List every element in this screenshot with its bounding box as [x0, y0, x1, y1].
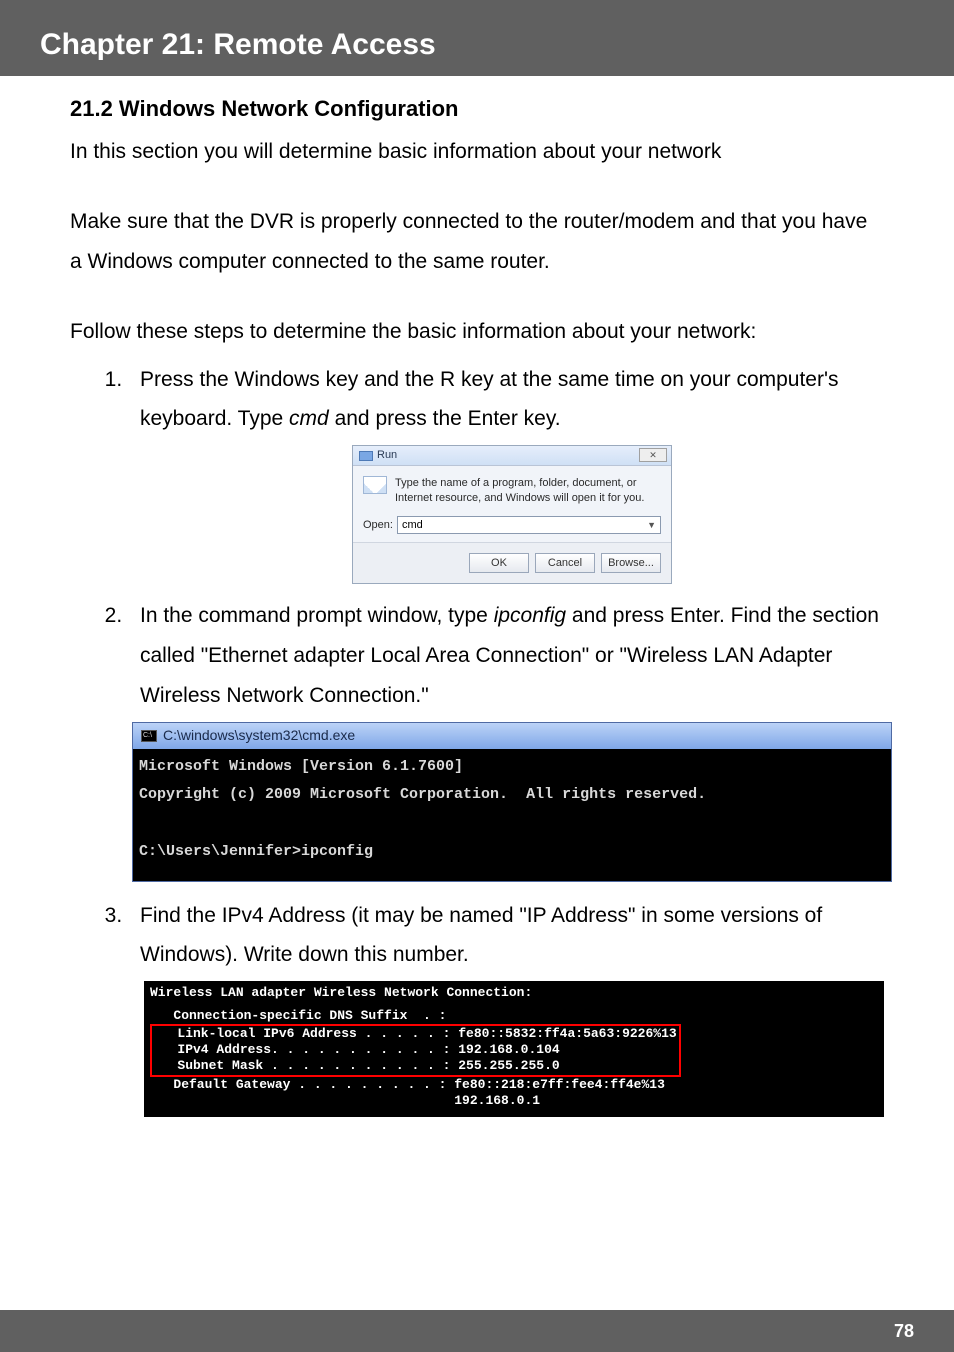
cmd-window-icon: C:\	[141, 730, 157, 742]
step-2: In the command prompt window, type ipcon…	[128, 596, 884, 882]
page-number: 78	[894, 1321, 914, 1342]
cancel-button[interactable]: Cancel	[535, 553, 595, 573]
step-2-cmd: ipconfig	[494, 604, 566, 627]
run-dialog-icon	[359, 451, 373, 461]
ipconfig-ipv4: IPv4 Address. . . . . . . . . . . : 192.…	[154, 1042, 677, 1058]
run-dialog-open-input[interactable]: cmd ▼	[397, 516, 661, 534]
cmd-window-titlebar: C:\ C:\windows\system32\cmd.exe	[133, 723, 891, 749]
close-icon[interactable]: ✕	[639, 448, 667, 462]
run-dialog-description: Type the name of a program, folder, docu…	[395, 476, 661, 505]
content-area: 21.2 Windows Network Configuration In th…	[0, 76, 954, 1310]
ipconfig-gateway-2: 192.168.0.1	[150, 1093, 878, 1109]
run-dialog-buttons: OK Cancel Browse...	[353, 542, 671, 583]
run-dialog-figure: Run ✕ Type the name of a program, folder…	[140, 445, 884, 583]
browse-button[interactable]: Browse...	[601, 553, 661, 573]
run-dialog-titlebar: Run ✕	[353, 446, 671, 466]
cmd-window-figure: C:\ C:\windows\system32\cmd.exe Microsof…	[102, 722, 884, 882]
run-dialog-open-value: cmd	[402, 515, 423, 536]
step-1-cmd: cmd	[289, 407, 329, 430]
steps-list: Press the Windows key and the R key at t…	[70, 360, 884, 1117]
ipconfig-window: Wireless LAN adapter Wireless Network Co…	[144, 981, 884, 1117]
run-dialog-message-row: Type the name of a program, folder, docu…	[363, 476, 661, 505]
run-dialog-open-label: Open:	[363, 515, 397, 536]
ipconfig-dns: Connection-specific DNS Suffix . :	[150, 1008, 878, 1024]
intro-paragraph-1: In this section you will determine basic…	[70, 132, 884, 172]
page-footer: 78	[0, 1310, 954, 1352]
step-2-text-a: In the command prompt window, type	[140, 604, 494, 627]
cmd-line-3: C:\Users\Jennifer>ipconfig	[139, 843, 373, 860]
ipconfig-header: Wireless LAN adapter Wireless Network Co…	[150, 985, 878, 1001]
run-dialog-msg-icon	[363, 476, 387, 494]
ipconfig-figure: Wireless LAN adapter Wireless Network Co…	[102, 981, 884, 1117]
step-3: Find the IPv4 Address (it may be named "…	[128, 896, 884, 1118]
intro-paragraph-3: Follow these steps to determine the basi…	[70, 312, 884, 352]
step-1-text-b: and press the Enter key.	[329, 407, 561, 430]
ipconfig-highlight-box: Link-local IPv6 Address . . . . . : fe80…	[150, 1024, 681, 1077]
cmd-window-body: Microsoft Windows [Version 6.1.7600] Cop…	[133, 749, 891, 881]
chapter-header: Chapter 21: Remote Access	[0, 0, 954, 76]
chapter-title: Chapter 21: Remote Access	[40, 28, 954, 62]
cmd-line-2: Copyright (c) 2009 Microsoft Corporation…	[139, 786, 706, 803]
ipconfig-subnet: Subnet Mask . . . . . . . . . . . : 255.…	[154, 1058, 677, 1074]
run-dialog-title: Run	[377, 445, 397, 466]
page: Chapter 21: Remote Access 21.2 Windows N…	[0, 0, 954, 1352]
step-1: Press the Windows key and the R key at t…	[128, 360, 884, 584]
run-dialog-body: Type the name of a program, folder, docu…	[353, 466, 671, 541]
cmd-window-title: C:\windows\system32\cmd.exe	[163, 722, 355, 749]
cmd-line-1: Microsoft Windows [Version 6.1.7600]	[139, 758, 463, 775]
ipconfig-ipv6: Link-local IPv6 Address . . . . . : fe80…	[154, 1026, 677, 1042]
cmd-window: C:\ C:\windows\system32\cmd.exe Microsof…	[132, 722, 892, 882]
run-dialog: Run ✕ Type the name of a program, folder…	[352, 445, 672, 583]
run-dialog-open-row: Open: cmd ▼	[363, 515, 661, 536]
ipconfig-gateway-1: Default Gateway . . . . . . . . . : fe80…	[150, 1077, 878, 1093]
step-3-text: Find the IPv4 Address (it may be named "…	[140, 904, 822, 967]
section-title: 21.2 Windows Network Configuration	[70, 96, 884, 122]
chevron-down-icon[interactable]: ▼	[647, 517, 656, 534]
ok-button[interactable]: OK	[469, 553, 529, 573]
intro-paragraph-2: Make sure that the DVR is properly conne…	[70, 202, 884, 282]
